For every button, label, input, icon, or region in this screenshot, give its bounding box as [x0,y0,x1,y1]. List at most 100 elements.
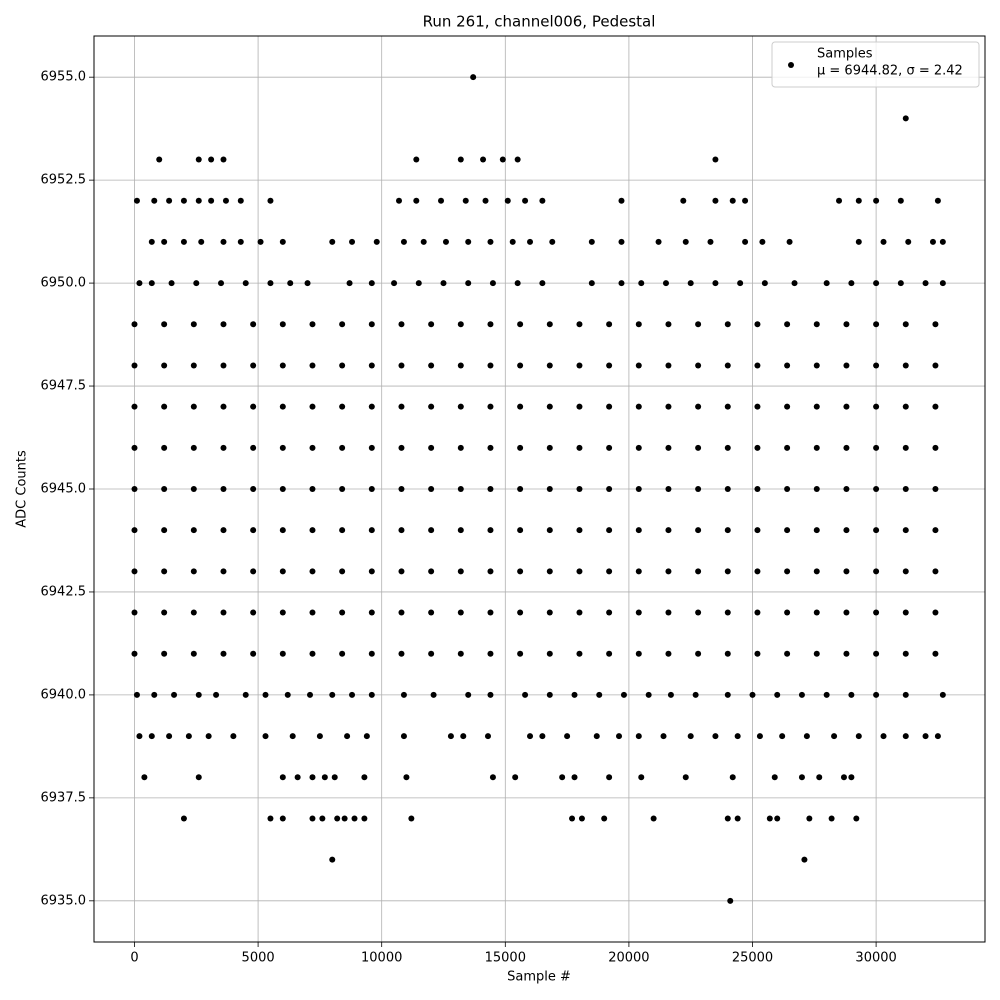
point [220,321,227,328]
point [662,280,669,287]
point [606,321,613,328]
point [665,403,672,410]
point [682,774,689,781]
point [309,527,316,534]
legend-marker [788,62,794,68]
point [843,321,850,328]
y-tick-label: 6952.5 [41,173,87,188]
point [880,733,887,740]
point [932,486,939,492]
point [576,609,583,616]
point [922,280,929,287]
point [517,321,524,328]
point [840,774,847,781]
point [779,733,786,740]
point [873,362,880,369]
point [487,568,494,575]
point [398,650,405,657]
point [190,527,197,534]
point [487,362,494,369]
point [902,403,909,410]
point [873,527,880,534]
point [576,568,583,575]
point [754,403,761,410]
point [517,568,524,575]
point [724,568,731,575]
point [319,815,326,822]
point [687,280,694,287]
point [517,362,524,369]
point [220,156,227,163]
point [932,403,939,410]
point [398,403,405,410]
point [161,486,168,492]
point [220,568,227,575]
legend-note: μ = 6944.82, σ = 2.42 [817,64,963,79]
point [932,527,939,534]
point [309,650,316,657]
point [161,650,168,657]
point [361,774,368,781]
point [279,238,286,245]
point [853,815,860,822]
point [408,815,415,822]
point [761,280,768,287]
point [428,362,435,369]
point [148,238,155,245]
point [279,568,286,575]
point [665,527,672,534]
point [198,238,205,245]
point [843,486,850,492]
point [304,280,311,287]
point [487,444,494,451]
point [650,815,657,822]
point [131,362,138,369]
point [457,650,464,657]
point [712,156,719,163]
point [349,691,356,698]
point [564,733,571,740]
point [457,486,464,492]
point [368,486,375,492]
x-tick-label: 15000 [485,951,526,966]
point [166,197,173,204]
point [480,156,487,163]
point [729,197,736,204]
point [546,321,553,328]
point [344,733,351,740]
point [754,486,761,492]
point [724,650,731,657]
point [462,197,469,204]
point [339,321,346,328]
point [576,362,583,369]
point [457,321,464,328]
point [939,691,946,698]
point [279,321,286,328]
point [250,486,257,492]
y-tick-label: 6945.0 [41,482,87,497]
point [873,280,880,287]
point [398,527,405,534]
point [695,444,702,451]
point [695,609,702,616]
point [400,238,407,245]
point [220,486,227,492]
point [578,815,585,822]
point [798,774,805,781]
point [934,733,941,740]
point [363,733,370,740]
point [576,444,583,451]
point [442,238,449,245]
point [148,733,155,740]
point [460,733,467,740]
point [316,733,323,740]
point [571,774,578,781]
point [576,486,583,492]
point [813,486,820,492]
point [339,568,346,575]
point [440,280,447,287]
point [279,486,286,492]
point [262,733,269,740]
point [638,280,645,287]
point [279,362,286,369]
